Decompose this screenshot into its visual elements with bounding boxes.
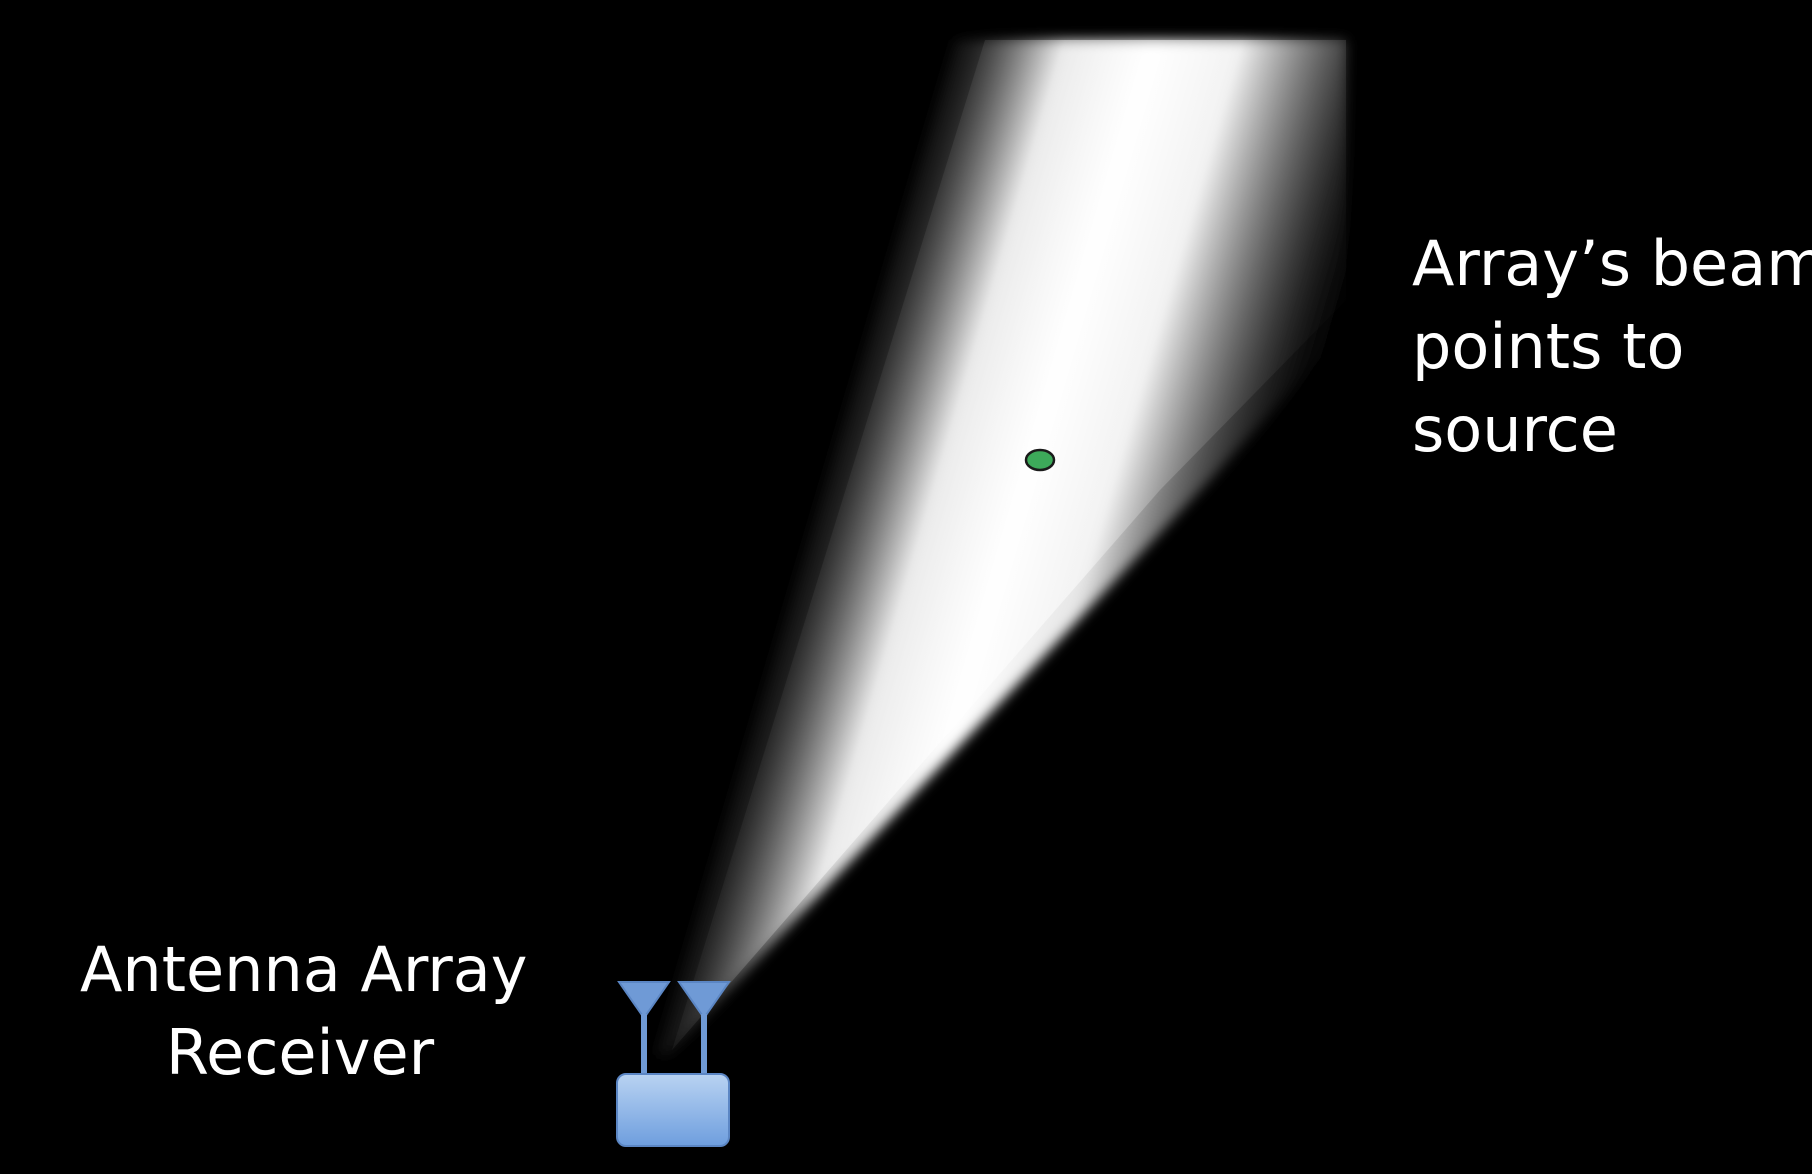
receiver-label: Antenna Array Receiver xyxy=(80,928,520,1094)
receiver-label-line1: Antenna Array xyxy=(80,928,520,1011)
antenna-left-icon xyxy=(619,982,669,1076)
receiver-label-line2: Receiver xyxy=(80,1011,520,1094)
beam-label-line1: Array’s beam xyxy=(1412,222,1812,305)
beam-label-line3: source xyxy=(1412,388,1812,471)
signal-source-dot xyxy=(1026,450,1054,470)
beam-label-line2: points to xyxy=(1412,305,1812,388)
beam-cone xyxy=(655,40,1346,1055)
receiver-box xyxy=(617,1074,729,1146)
beam-label: Array’s beam points to source xyxy=(1412,222,1812,471)
